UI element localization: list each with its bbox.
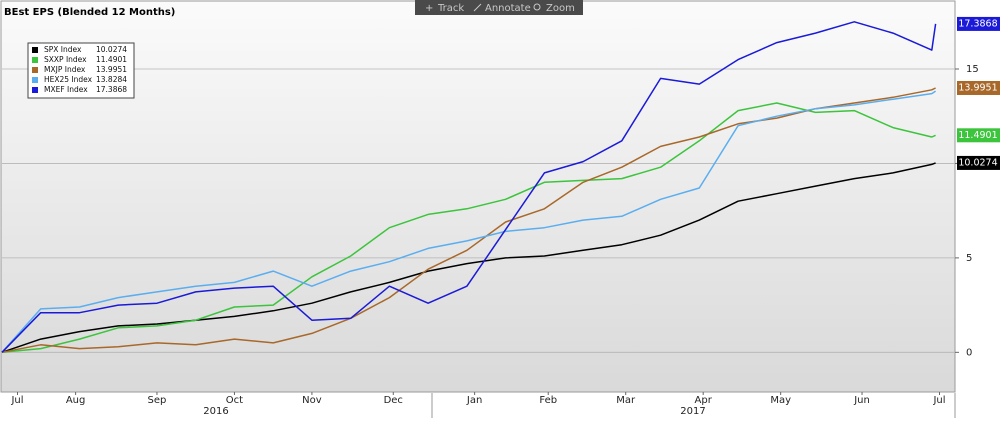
value-boxes: 10.0274 11.4901 13.9951 17.3868 — [957, 16, 1000, 170]
x-tick-label: May — [770, 395, 791, 406]
toolbar-button[interactable]: Track — [437, 3, 464, 14]
plot-area — [0, 0, 956, 393]
value-box-label: 13.9951 — [958, 82, 997, 93]
x-tick-label: Nov — [302, 395, 322, 406]
chart-title: BEst EPS (Blended 12 Months) — [4, 7, 175, 18]
legend-swatch — [32, 67, 38, 73]
legend-label: SPX Index — [44, 45, 82, 54]
legend-label: MXEF Index — [44, 85, 88, 94]
legend-swatch — [32, 87, 38, 93]
x-tick-label: Jul — [932, 395, 945, 406]
series-line — [1, 21, 937, 353]
legend-label: HEX25 Index — [44, 75, 93, 84]
zoom-icon — [533, 3, 541, 11]
legend-value: 17.3868 — [96, 85, 127, 94]
y-tick-label: 5 — [966, 253, 972, 264]
x-tick-label: Apr — [695, 395, 713, 406]
value-box-label: 17.3868 — [958, 18, 997, 29]
legend-swatch — [32, 77, 38, 83]
value-box — [957, 80, 1000, 95]
legend-label: MXJP Index — [44, 65, 86, 74]
legend-value: 13.8284 — [96, 75, 127, 84]
y-tick-label: 0 — [966, 347, 972, 358]
legend: SPX Index 10.0274 SXXP Index 11.4901 MXJP In… — [27, 42, 135, 99]
x-tick-label: Sep — [148, 395, 167, 406]
value-box — [957, 16, 1000, 31]
x-tick-label: Dec — [384, 395, 403, 406]
x-tick-label: Jul — [10, 395, 23, 406]
value-box — [957, 128, 1000, 143]
toolbar-button[interactable]: Zoom — [546, 3, 575, 14]
x-tick-label: Jun — [853, 395, 870, 406]
x-tick-label: Feb — [539, 395, 557, 406]
value-box — [957, 155, 1000, 170]
legend-swatch — [32, 47, 38, 53]
toolbar: Track Annotate Zoom + — [415, 0, 583, 15]
series-line — [1, 162, 936, 354]
x-tick-label: Mar — [616, 395, 636, 406]
value-box-label: 10.0274 — [958, 157, 997, 168]
legend-value: 13.9951 — [96, 65, 127, 74]
legend-value: 11.4901 — [96, 55, 127, 64]
y-tick-label: 15 — [966, 64, 979, 75]
legend-swatch — [32, 57, 38, 63]
x-tick-label: Aug — [66, 395, 86, 406]
year-label: 2017 — [680, 406, 705, 417]
legend-box — [27, 42, 135, 99]
legend-label: SXXP Index — [44, 55, 87, 64]
lines — [1, 21, 937, 354]
grid — [2, 68, 955, 353]
year-label: 2016 — [203, 406, 228, 417]
toolbar-bg — [415, 0, 583, 15]
value-box-label: 11.4901 — [958, 130, 997, 141]
x-tick-label: Jan — [466, 395, 482, 406]
track-icon: + — [425, 3, 433, 14]
x-tick-label: Oct — [226, 395, 243, 406]
annotate-icon — [473, 3, 482, 12]
legend-value: 10.0274 — [96, 45, 127, 54]
series-line — [1, 90, 937, 353]
toolbar-button[interactable]: Annotate — [485, 3, 531, 14]
